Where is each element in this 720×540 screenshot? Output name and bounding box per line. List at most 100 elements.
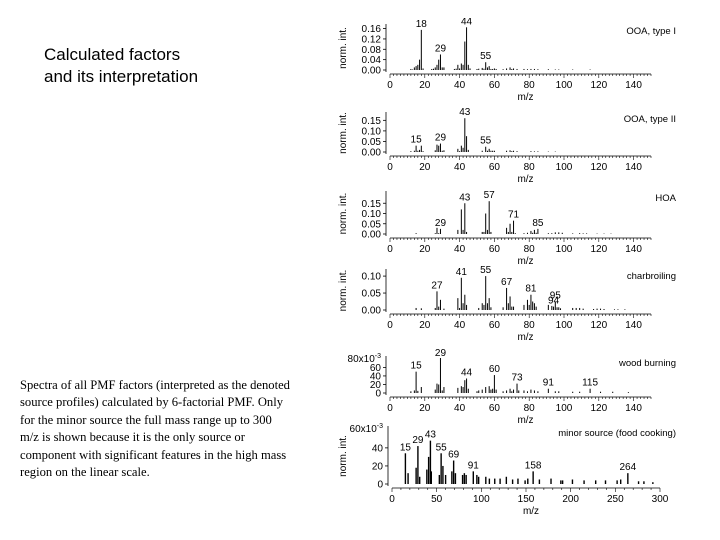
y-tick-label: 20	[370, 380, 382, 391]
x-tick-label: 0	[387, 403, 393, 414]
x-tick-label: 120	[590, 320, 607, 331]
peak-label: 15	[411, 135, 423, 146]
x-tick-label: 20	[419, 403, 431, 414]
peak-label: 18	[416, 19, 428, 30]
x-tick-label: 60	[489, 320, 501, 331]
spectrum-panel-1: 0.160.120.080.040.00 0 20 40 60 80 100 120 140 m/…	[338, 18, 676, 103]
spectrum-panel-2: 0.150.100.050.00 0 20 40 60 80 100 120 140 m/z nor…	[338, 107, 676, 185]
y-axis-label: norm. int.	[338, 27, 349, 69]
peak-label: 81	[525, 284, 537, 295]
peak-label: 57	[484, 190, 496, 201]
mass-spectra-figure: 0.160.120.080.040.000 20 40 60 80 100 120 140m/…	[338, 18, 677, 517]
caption-line: component with significant features in t…	[20, 447, 287, 462]
figure-caption: Spectra of all PMF factors (interpreted …	[20, 377, 325, 481]
x-tick-label: 20	[419, 320, 431, 331]
x-tick-label: 40	[454, 80, 466, 91]
y-scale-exponent: -3	[377, 423, 383, 430]
x-tick-label: 120	[590, 403, 607, 414]
x-tick-label: 20	[419, 80, 431, 91]
x-tick-label: 0	[387, 244, 393, 255]
x-tick-label: 250	[607, 494, 624, 505]
x-tick-label: 150	[518, 494, 535, 505]
x-tick-label: 140	[625, 403, 642, 414]
peak-label: 29	[435, 348, 447, 359]
peak-label: 55	[480, 51, 492, 62]
peak-label: 27	[431, 280, 443, 291]
y-tick-label: 0.10	[362, 272, 382, 283]
x-tick-label: 100	[556, 80, 573, 91]
peak-label: 55	[436, 442, 448, 453]
y-tick-label: 0.15	[362, 116, 382, 127]
caption-line: Spectra of all PMF factors (interpreted …	[20, 378, 290, 392]
panel-title: wood burning	[618, 358, 676, 369]
y-tick-label: 0.00	[362, 66, 382, 77]
y-tick-label: 40	[370, 371, 382, 382]
x-tick-label: 80	[524, 244, 536, 255]
x-tick-label: 40	[454, 244, 466, 255]
x-tick-label: 200	[562, 494, 579, 505]
x-tick-label: 80	[524, 80, 536, 91]
x-axis-label: m/z	[517, 332, 533, 343]
caption-line: region on the linear scale.	[20, 465, 150, 480]
caption-line: m/z is shown because it is the only sour…	[20, 430, 245, 445]
slide-title: Calculated factors and its interpretatio…	[44, 44, 304, 88]
title-line-2: and its interpretation	[44, 67, 199, 86]
y-tick-label: 0.05	[362, 289, 382, 300]
peak-label: 29	[435, 133, 447, 144]
peak-label: 41	[456, 267, 468, 278]
y-scale-label: 60x10-3	[350, 423, 384, 435]
peak-label: 67	[501, 277, 513, 288]
x-tick-label: 120	[590, 80, 607, 91]
peak-label: 15	[411, 361, 423, 372]
spectrum-panel-3: 0.150.100.050.00 0 20 40 60 80 100 120 140 m/z nor…	[338, 190, 677, 267]
x-tick-label: 80	[524, 162, 536, 173]
x-tick-label: 100	[556, 403, 573, 414]
peak-label: 264	[619, 462, 636, 473]
peak-label: 94	[548, 296, 560, 307]
peak-label: 29	[435, 218, 447, 229]
panel-title: charbroiling	[627, 271, 676, 282]
y-tick-label: 0.12	[362, 34, 382, 45]
peak-label: 95	[550, 291, 562, 302]
peak-label: 158	[525, 460, 542, 471]
y-tick-label: 0	[377, 480, 383, 491]
x-axis-label: m/z	[517, 92, 533, 103]
y-axis-label: norm. int.	[338, 435, 349, 477]
y-tick-label: 0.08	[362, 45, 382, 56]
peak-label: 43	[459, 107, 471, 118]
x-tick-label: 100	[473, 494, 490, 505]
x-tick-label: 100	[556, 162, 573, 173]
x-tick-label: 60	[489, 80, 501, 91]
y-tick-label: 0.05	[362, 219, 382, 230]
x-axis-label: m/z	[523, 506, 539, 517]
y-tick-label: 20	[372, 461, 384, 472]
y-tick-label: 0.10	[362, 126, 382, 137]
y-scale-exponent: -3	[375, 353, 381, 360]
y-tick-label: 0	[375, 389, 381, 400]
x-tick-label: 0	[387, 320, 393, 331]
x-axis-label: m/z	[517, 415, 533, 426]
y-tick-label: 0.04	[362, 55, 382, 66]
y-scale-label: 80x10-3	[348, 353, 382, 365]
x-axis-label: m/z	[517, 256, 533, 267]
x-axis-label: m/z	[517, 174, 533, 185]
x-tick-label: 60	[489, 162, 501, 173]
x-tick-label: 120	[590, 244, 607, 255]
y-tick-label: 0.00	[362, 306, 382, 317]
peak-label: 55	[480, 265, 492, 276]
y-tick-label: 0.05	[362, 137, 382, 148]
x-tick-label: 100	[556, 320, 573, 331]
x-tick-label: 300	[652, 494, 669, 505]
peak-label: 91	[543, 378, 555, 389]
x-tick-label: 60	[489, 403, 501, 414]
y-axis-label: norm. int.	[338, 112, 349, 154]
peak-label: 15	[400, 442, 412, 453]
x-tick-label: 60	[489, 244, 501, 255]
peak-label: 91	[468, 460, 480, 471]
y-axis-label: norm. int.	[338, 193, 349, 235]
peak-label: 85	[532, 218, 544, 229]
peak-label: 71	[508, 210, 520, 221]
x-tick-label: 120	[590, 162, 607, 173]
panel-title: OOA, type II	[624, 114, 676, 125]
